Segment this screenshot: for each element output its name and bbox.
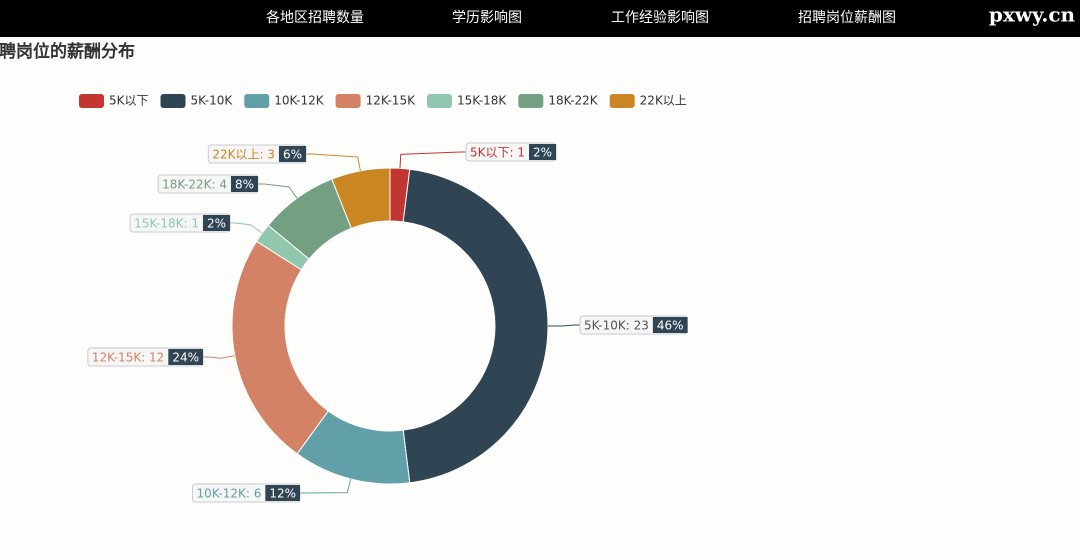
leader-line <box>230 222 263 234</box>
percent-box <box>529 144 557 160</box>
leader-line <box>399 151 466 169</box>
slice-percent: 12% <box>269 487 296 501</box>
slice-percent: 8% <box>235 178 254 192</box>
leader-line <box>300 478 352 494</box>
slice-label: 15K-18K: 1 <box>134 217 199 231</box>
legend-swatch <box>426 94 452 108</box>
legend-swatch <box>79 94 104 108</box>
legend-label[interactable]: 10K-12K <box>274 94 324 108</box>
slice-label: 12K-15K: 12 <box>92 351 164 365</box>
legend-label[interactable]: 12K-15K <box>366 94 416 108</box>
slice-label: 18K-22K: 4 <box>162 178 227 192</box>
slice-percent: 46% <box>657 319 684 333</box>
percent-box <box>202 215 230 231</box>
legend-swatch <box>335 94 361 108</box>
slice-percent: 2% <box>207 217 226 231</box>
slice-label: 5K以下: 1 <box>470 146 525 160</box>
percent-box <box>168 349 203 365</box>
legend-label[interactable]: 5K-10K <box>191 94 234 108</box>
chart-title: 招聘岗位的薪酬分布 <box>0 41 135 62</box>
nav-bar <box>0 0 1080 37</box>
leader-line <box>548 324 580 327</box>
leader-line <box>203 355 235 359</box>
percent-box <box>278 146 306 162</box>
leader-line <box>306 153 361 171</box>
donut-slice[interactable] <box>331 167 391 230</box>
slice-percent: 2% <box>533 146 552 160</box>
donut-slice[interactable] <box>402 168 549 484</box>
nav-link[interactable]: 学历影响图 <box>452 10 522 26</box>
percent-box <box>230 176 258 192</box>
watermark: pxwy.cn <box>989 3 1076 27</box>
nav-link[interactable]: 招聘岗位薪酬图 <box>798 10 896 26</box>
slice-label: 5K-10K: 23 <box>584 319 649 333</box>
legend-swatch <box>160 94 186 108</box>
percent-box <box>265 485 300 501</box>
nav-link[interactable]: 各地区招聘数量 <box>266 10 364 26</box>
legend-label[interactable]: 5K以下 <box>109 94 149 108</box>
legend-label[interactable]: 18K-22K <box>548 94 598 108</box>
slice-label: 10K-12K: 6 <box>196 487 261 501</box>
slice-percent: 6% <box>283 148 302 162</box>
legend-swatch <box>518 94 544 108</box>
legend-label[interactable]: 22K以上 <box>640 94 687 108</box>
donut-slice[interactable] <box>231 240 329 455</box>
legend-swatch <box>244 94 270 108</box>
legend-swatch <box>609 94 635 108</box>
legend-label[interactable]: 15K-18K <box>457 94 507 108</box>
leader-line <box>258 183 298 199</box>
nav-link[interactable]: 工作经验影响图 <box>611 10 709 26</box>
percent-box <box>652 317 688 333</box>
slice-percent: 24% <box>172 351 199 365</box>
slice-label: 22K以上: 3 <box>212 148 275 162</box>
